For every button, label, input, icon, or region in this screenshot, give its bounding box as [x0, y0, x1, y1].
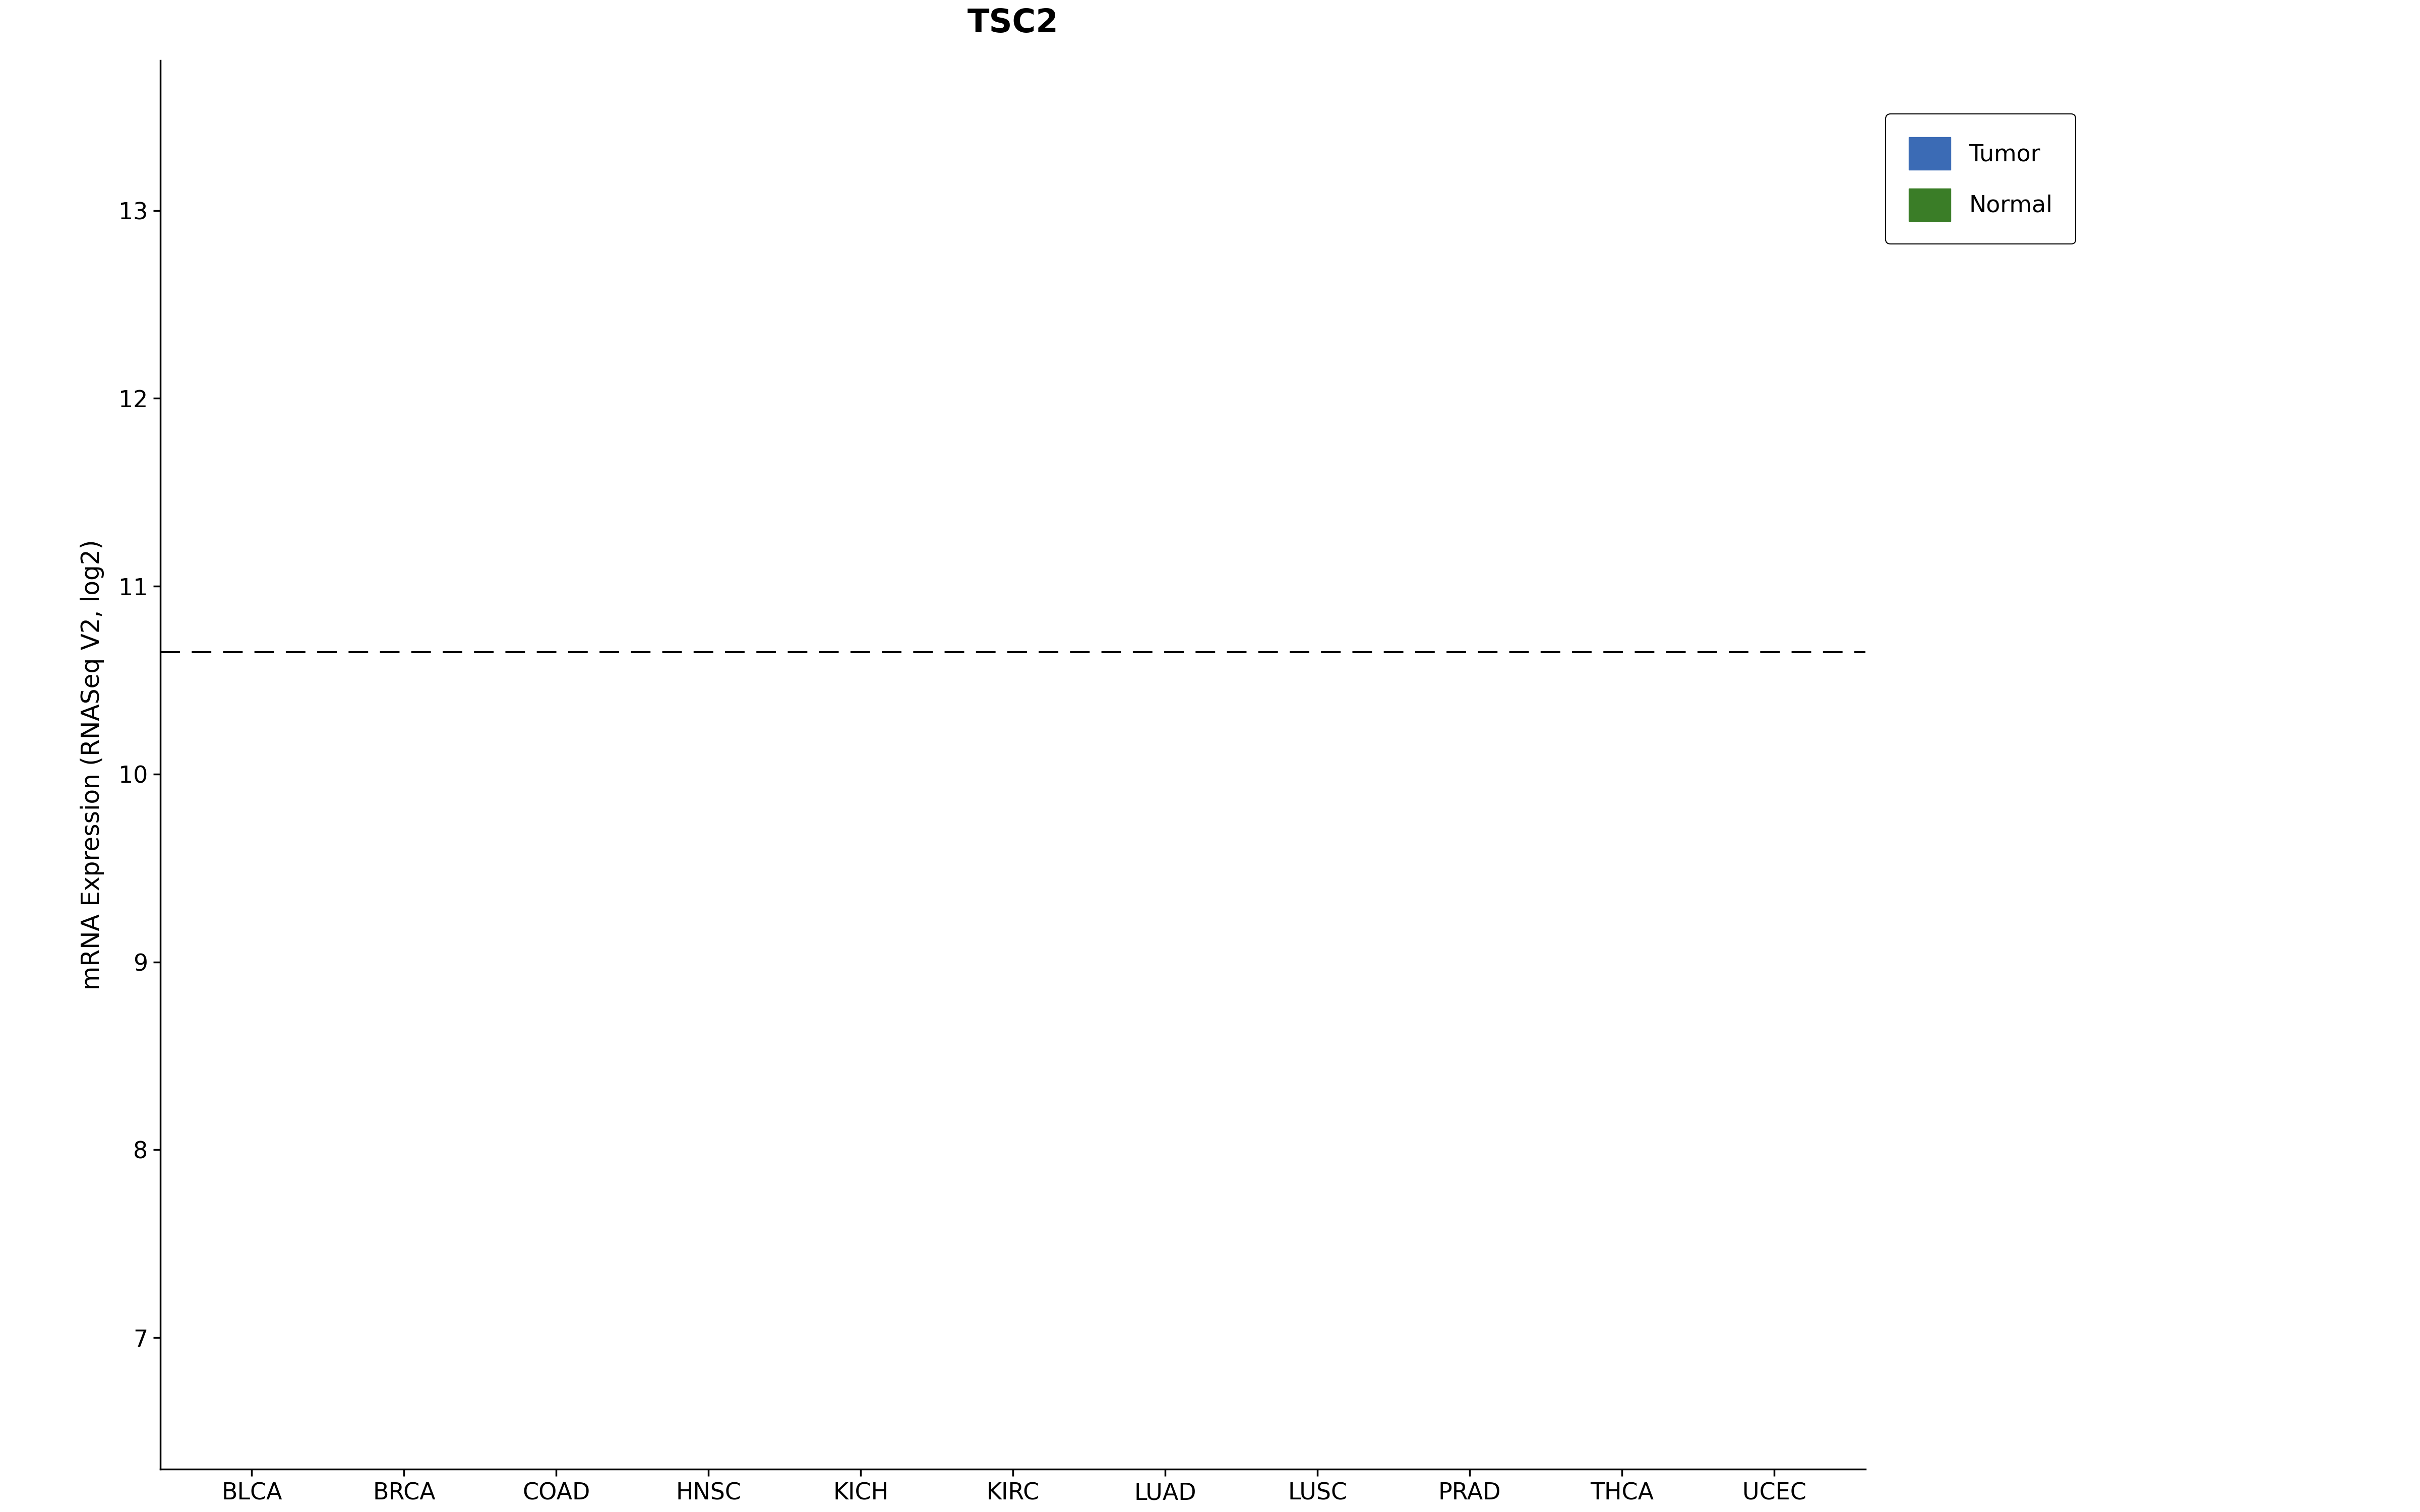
Legend: Tumor, Normal: Tumor, Normal	[1885, 113, 2076, 243]
Title: TSC2: TSC2	[968, 8, 1058, 39]
Y-axis label: mRNA Expression (RNASeq V2, log2): mRNA Expression (RNASeq V2, log2)	[80, 540, 104, 990]
